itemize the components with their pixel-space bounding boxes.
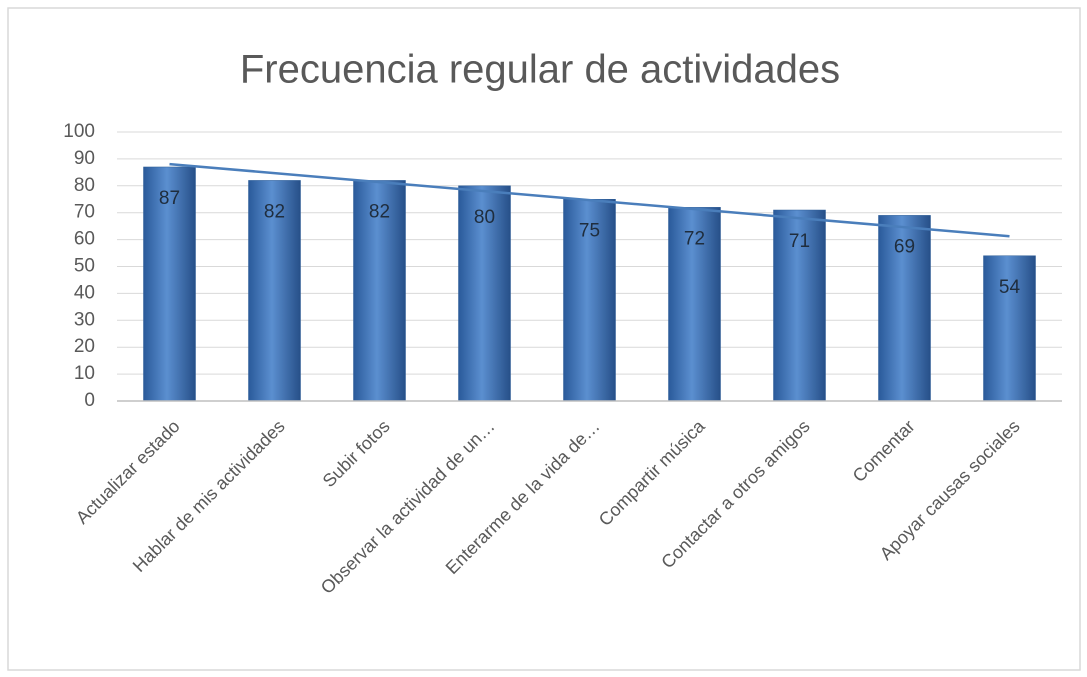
bar: [983, 255, 1036, 402]
y-tick-label: 70: [74, 202, 95, 223]
bar: [458, 185, 511, 402]
bar: [668, 207, 721, 402]
y-tick-label: 30: [74, 309, 95, 330]
data-label: 82: [369, 201, 390, 222]
bar: [248, 180, 301, 402]
y-tick-label: 10: [74, 363, 95, 384]
bar: [773, 209, 826, 402]
data-label: 75: [579, 220, 600, 241]
data-label: 71: [789, 231, 810, 252]
y-tick-label: 0: [84, 390, 95, 411]
y-tick-label: 60: [74, 229, 95, 250]
bar: [563, 199, 616, 402]
data-label: 69: [894, 236, 915, 257]
trendline: [169, 162, 1010, 238]
marks: [143, 166, 1036, 402]
bar: [143, 166, 196, 402]
y-tick-label: 100: [63, 121, 95, 142]
bar: [878, 215, 931, 402]
data-label: 54: [999, 277, 1021, 298]
data-label: 87: [159, 188, 180, 209]
data-label: 72: [684, 228, 705, 249]
y-tick-label: 40: [74, 282, 95, 303]
chart-title: Frecuencia regular de actividades: [240, 48, 840, 92]
y-tick-label: 80: [74, 175, 95, 196]
data-label: 80: [474, 207, 495, 228]
y-tick-label: 50: [74, 256, 95, 277]
y-tick-label: 20: [74, 336, 95, 357]
bar: [353, 180, 406, 402]
data-label: 82: [264, 201, 285, 222]
y-tick-label: 90: [74, 148, 95, 169]
